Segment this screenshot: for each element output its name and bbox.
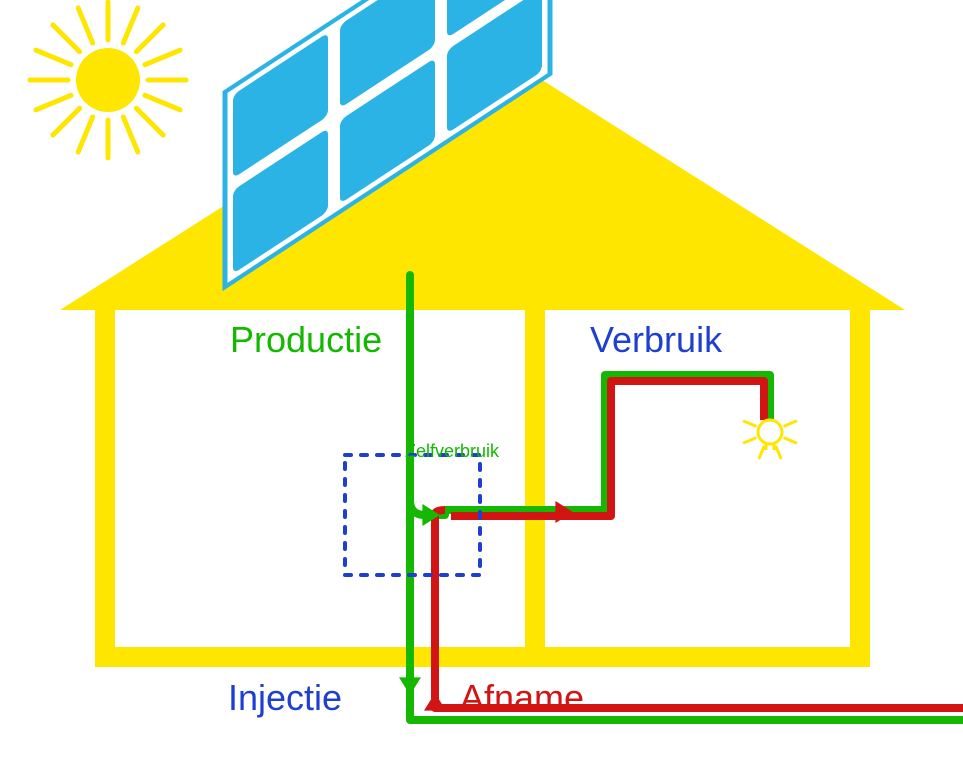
zelfverbruik-label: Zelfverbruik — [405, 442, 499, 460]
afname-label: Afname — [460, 680, 584, 716]
solar-house-diagram: Productie Verbruik Zelfverbruik Injectie… — [0, 0, 963, 765]
verbruik-label: Verbruik — [590, 322, 722, 358]
productie-label: Productie — [230, 322, 382, 358]
lightbulb-icon — [0, 0, 963, 765]
injectie-label: Injectie — [228, 680, 342, 716]
